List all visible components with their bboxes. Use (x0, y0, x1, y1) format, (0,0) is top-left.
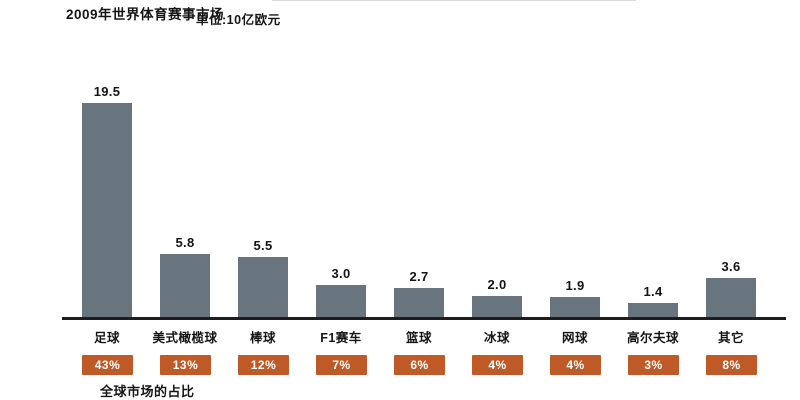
bar-足球 (82, 103, 132, 318)
global-share-caption: 全球市场的占比 (100, 384, 195, 399)
category-label: 其它 (717, 331, 744, 345)
bar-value-label: 19.5 (93, 84, 121, 99)
share-percent-badge: 4% (472, 355, 523, 375)
bar-value-label: 2.0 (487, 277, 507, 292)
bar-value-label: 1.4 (643, 284, 663, 299)
category-label: 篮球 (405, 331, 432, 345)
share-percent-badge: 8% (706, 355, 757, 375)
bar-value-label: 2.7 (409, 269, 429, 284)
share-percent-badge: 6% (394, 355, 445, 375)
bar-篮球 (394, 288, 444, 318)
share-percent-badge: 13% (160, 355, 211, 375)
bar-高尔夫球 (628, 303, 678, 318)
share-percent-badge: 3% (628, 355, 679, 375)
category-label: F1赛车 (320, 331, 362, 345)
bar-棒球 (238, 257, 288, 318)
bar-value-label: 5.8 (175, 235, 195, 250)
unit-label: 单位:10亿欧元 (196, 13, 281, 27)
bar-value-label: 3.6 (721, 259, 741, 274)
bar-value-label: 3.0 (331, 266, 351, 281)
category-label: 高尔夫球 (626, 331, 679, 345)
share-percent-badge: 43% (82, 355, 133, 375)
category-label: 冰球 (483, 331, 510, 345)
category-label: 网球 (561, 331, 588, 345)
bar-F1赛车 (316, 285, 366, 318)
category-label: 美式橄榄球 (152, 331, 218, 345)
share-percent-badge: 7% (316, 355, 367, 375)
share-percent-badge: 12% (238, 355, 289, 375)
category-label: 棒球 (249, 331, 276, 345)
bar-value-label: 1.9 (565, 278, 585, 293)
bar-value-label: 5.5 (253, 238, 273, 253)
bar-冰球 (472, 296, 522, 318)
bar-网球 (550, 297, 600, 318)
chart-title: 2009年世界体育赛事市场 (66, 7, 225, 22)
bar-其它 (706, 278, 756, 318)
category-label: 足球 (93, 331, 120, 345)
x-axis-line (62, 317, 786, 320)
scan-artifact-line (272, 0, 636, 1)
share-percent-badge: 4% (550, 355, 601, 375)
bar-美式橄榄球 (160, 254, 210, 318)
